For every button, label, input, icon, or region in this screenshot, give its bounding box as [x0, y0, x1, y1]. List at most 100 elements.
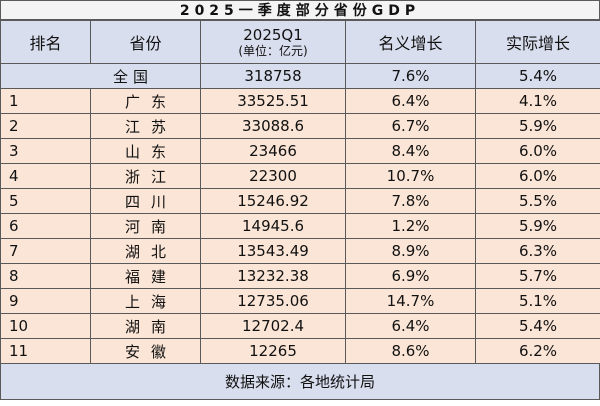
header-nominal-growth: 名义增长: [345, 20, 476, 64]
nominal-growth-cell: 1.2%: [345, 213, 476, 239]
gdp-cell: 33088.6: [200, 113, 346, 139]
rank-cell: 4: [0, 163, 91, 189]
table-row: 5 四川 15246.92 7.8% 5.5%: [0, 188, 600, 214]
rank-cell: 11: [0, 338, 91, 364]
nominal-growth-cell: 8.4%: [345, 138, 476, 164]
rank-cell: 3: [0, 138, 91, 164]
province-name-char: 苏: [150, 117, 166, 136]
province-name-char: 河: [125, 217, 141, 236]
province-name-char: 湖: [125, 317, 141, 336]
nominal-growth-cell: 8.9%: [345, 238, 476, 264]
province-name-char: 北: [150, 242, 166, 261]
province-name-char: 湖: [125, 242, 141, 261]
gdp-cell: 12702.4: [200, 313, 346, 339]
real-growth-cell: 6.3%: [475, 238, 600, 264]
gdp-cell: 13232.38: [200, 263, 346, 289]
province-cell: 湖北: [90, 238, 201, 264]
real-growth-cell: 5.9%: [475, 213, 600, 239]
rank-cell: 5: [0, 188, 91, 214]
table-title: 2025一季度部分省份GDP: [0, 0, 600, 20]
real-growth-cell: 5.9%: [475, 113, 600, 139]
real-growth-cell: 6.2%: [475, 338, 600, 364]
province-cell: 江苏: [90, 113, 201, 139]
province-cell: 浙江: [90, 163, 201, 189]
header-province: 省份: [90, 20, 201, 64]
gdp-cell: 23466: [200, 138, 346, 164]
nominal-growth-cell: 6.4%: [345, 88, 476, 114]
rank-cell: 2: [0, 113, 91, 139]
header-row: 排名 省份 2025Q1 (单位：亿元) 名义增长 实际增长: [0, 20, 600, 64]
province-name-char: 川: [150, 192, 166, 211]
province-name-char: 广: [125, 92, 141, 111]
province-name-char: 四: [125, 192, 141, 211]
table-row: 7 湖北 13543.49 8.9% 6.3%: [0, 238, 600, 264]
national-real: 5.4%: [475, 63, 600, 89]
province-cell: 湖南: [90, 313, 201, 339]
province-cell: 上海: [90, 288, 201, 314]
national-name-char: 全: [113, 67, 129, 86]
nominal-growth-cell: 6.9%: [345, 263, 476, 289]
nominal-growth-cell: 6.4%: [345, 313, 476, 339]
province-name-char: 江: [150, 167, 166, 186]
province-name-char: 东: [150, 142, 166, 161]
gdp-cell: 15246.92: [200, 188, 346, 214]
gdp-cell: 12265: [200, 338, 346, 364]
province-cell: 四川: [90, 188, 201, 214]
gdp-cell: 12735.06: [200, 288, 346, 314]
gdp-cell: 14945.6: [200, 213, 346, 239]
real-growth-cell: 6.0%: [475, 163, 600, 189]
province-cell: 安徽: [90, 338, 201, 364]
national-name-char: 国: [132, 67, 148, 86]
rank-cell: 7: [0, 238, 91, 264]
real-growth-cell: 4.1%: [475, 88, 600, 114]
province-cell: 广东: [90, 88, 201, 114]
province-name-char: 徽: [150, 342, 166, 361]
national-name: 全 国: [0, 63, 201, 89]
province-name-char: 东: [150, 92, 166, 111]
real-growth-cell: 5.4%: [475, 313, 600, 339]
gdp-cell: 13543.49: [200, 238, 346, 264]
nominal-growth-cell: 7.8%: [345, 188, 476, 214]
real-growth-cell: 5.7%: [475, 263, 600, 289]
table-row: 6 河南 14945.6 1.2% 5.9%: [0, 213, 600, 239]
province-name-char: 浙: [125, 167, 141, 186]
nominal-growth-cell: 10.7%: [345, 163, 476, 189]
real-growth-cell: 6.0%: [475, 138, 600, 164]
header-gdp-label: 2025Q1: [243, 26, 303, 44]
table-row: 10 湖南 12702.4 6.4% 5.4%: [0, 313, 600, 339]
province-cell: 山东: [90, 138, 201, 164]
rank-cell: 9: [0, 288, 91, 314]
national-nominal: 7.6%: [345, 63, 476, 89]
province-name-char: 安: [125, 342, 141, 361]
rank-cell: 8: [0, 263, 91, 289]
province-name-char: 海: [150, 292, 166, 311]
province-cell: 河南: [90, 213, 201, 239]
national-row: 全 国 318758 7.6% 5.4%: [0, 63, 600, 89]
table-row: 9 上海 12735.06 14.7% 5.1%: [0, 288, 600, 314]
source-footer: 数据来源：各地统计局: [0, 364, 600, 400]
table-row: 4 浙江 22300 10.7% 6.0%: [0, 163, 600, 189]
real-growth-cell: 5.5%: [475, 188, 600, 214]
province-name-char: 建: [150, 267, 166, 286]
province-name-char: 南: [150, 217, 166, 236]
province-cell: 福建: [90, 263, 201, 289]
table-row: 1 广东 33525.51 6.4% 4.1%: [0, 88, 600, 114]
province-name-char: 福: [125, 267, 141, 286]
header-gdp: 2025Q1 (单位：亿元): [200, 20, 346, 64]
table-row: 11 安徽 12265 8.6% 6.2%: [0, 338, 600, 364]
header-real-growth: 实际增长: [475, 20, 600, 64]
rank-cell: 10: [0, 313, 91, 339]
province-name-char: 江: [125, 117, 141, 136]
rank-cell: 6: [0, 213, 91, 239]
header-rank: 排名: [0, 20, 91, 64]
gdp-cell: 33525.51: [200, 88, 346, 114]
nominal-growth-cell: 6.7%: [345, 113, 476, 139]
province-name-char: 南: [150, 317, 166, 336]
rank-cell: 1: [0, 88, 91, 114]
header-gdp-unit: (单位：亿元): [238, 44, 308, 58]
province-name-char: 山: [125, 142, 141, 161]
table-row: 3 山东 23466 8.4% 6.0%: [0, 138, 600, 164]
gdp-cell: 22300: [200, 163, 346, 189]
province-name-char: 上: [125, 292, 141, 311]
